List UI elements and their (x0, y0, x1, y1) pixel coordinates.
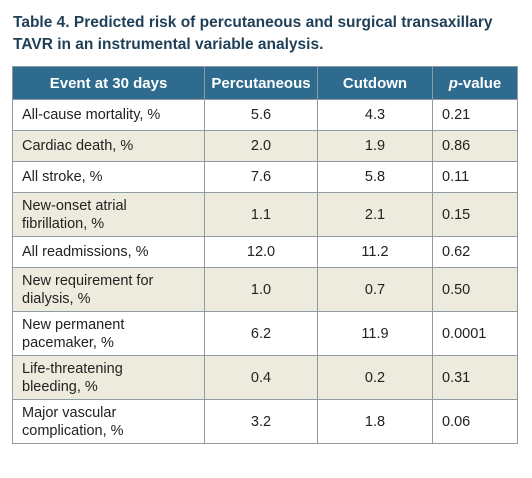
cell-event-line-2: complication, % (22, 422, 124, 439)
cell-cutdown: 11.2 (317, 236, 433, 268)
cell-event-line-2: dialysis, % (22, 290, 91, 307)
header-pvalue: p-value (432, 66, 518, 100)
header-pvalue-rest: -value (457, 74, 502, 92)
header-cutdown: Cutdown (317, 66, 433, 100)
table-row: Life-threatening bleeding, % 0.4 0.2 0.31 (12, 355, 518, 400)
cell-cutdown: 0.2 (317, 355, 433, 400)
cell-event-line-2: bleeding, % (22, 378, 98, 395)
cell-event-line-2: fibrillation, % (22, 215, 105, 232)
table-row: All-cause mortality, % 5.6 4.3 0.21 (12, 99, 518, 131)
table-row: All readmissions, % 12.0 11.2 0.62 (12, 236, 518, 268)
cell-event-line-1: Major vascular (22, 404, 117, 421)
table-row: New permanent pacemaker, % 6.2 11.9 0.000… (12, 311, 518, 356)
risk-table: Event at 30 days Percutaneous Cutdown p-… (12, 66, 518, 444)
cell-percutaneous: 5.6 (204, 99, 318, 131)
cell-pvalue: 0.06 (432, 399, 518, 444)
cell-event: All readmissions, % (12, 236, 205, 268)
caption-line-2: TAVR in an instrumental variable analysi… (13, 36, 324, 53)
cell-cutdown: 1.8 (317, 399, 433, 444)
cell-event-line-1: New requirement for (22, 272, 154, 289)
cell-event-line-1: Life-threatening (22, 360, 123, 377)
table-row: New requirement for dialysis, % 1.0 0.7 0… (12, 267, 518, 312)
cell-event: Life-threatening bleeding, % (12, 355, 205, 400)
cell-pvalue: 0.62 (432, 236, 518, 268)
cell-cutdown: 2.1 (317, 192, 433, 237)
cell-percutaneous: 1.0 (204, 267, 318, 312)
cell-event: All stroke, % (12, 161, 205, 193)
table-caption: Table 4. Predicted risk of percutaneous … (13, 12, 523, 56)
cell-pvalue: 0.11 (432, 161, 518, 193)
cell-event-line-1: New-onset atrial (22, 197, 127, 214)
cell-event: New-onset atrial fibrillation, % (12, 192, 205, 237)
cell-event: All-cause mortality, % (12, 99, 205, 131)
caption-line-1: Table 4. Predicted risk of percutaneous … (13, 14, 493, 31)
header-pvalue-italic: p (448, 74, 458, 92)
cell-percutaneous: 3.2 (204, 399, 318, 444)
cell-cutdown: 4.3 (317, 99, 433, 131)
cell-cutdown: 5.8 (317, 161, 433, 193)
header-percutaneous: Percutaneous (204, 66, 318, 100)
cell-pvalue: 0.0001 (432, 311, 518, 356)
table-row: All stroke, % 7.6 5.8 0.11 (12, 161, 518, 193)
cell-percutaneous: 12.0 (204, 236, 318, 268)
cell-pvalue: 0.31 (432, 355, 518, 400)
header-event: Event at 30 days (12, 66, 205, 100)
table-row: New-onset atrial fibrillation, % 1.1 2.1 … (12, 192, 518, 237)
cell-pvalue: 0.15 (432, 192, 518, 237)
cell-event-line-2: pacemaker, % (22, 334, 114, 351)
cell-percutaneous: 0.4 (204, 355, 318, 400)
cell-event: Major vascular complication, % (12, 399, 205, 444)
cell-pvalue: 0.50 (432, 267, 518, 312)
cell-percutaneous: 1.1 (204, 192, 318, 237)
table-row: Cardiac death, % 2.0 1.9 0.86 (12, 130, 518, 162)
cell-cutdown: 0.7 (317, 267, 433, 312)
cell-percutaneous: 2.0 (204, 130, 318, 162)
cell-cutdown: 11.9 (317, 311, 433, 356)
cell-event: New permanent pacemaker, % (12, 311, 205, 356)
table-row: Major vascular complication, % 3.2 1.8 0.… (12, 399, 518, 444)
cell-event: New requirement for dialysis, % (12, 267, 205, 312)
cell-percutaneous: 7.6 (204, 161, 318, 193)
cell-event-line-1: New permanent (22, 316, 125, 333)
cell-pvalue: 0.21 (432, 99, 518, 131)
table-header-row: Event at 30 days Percutaneous Cutdown p-… (12, 66, 518, 100)
cell-percutaneous: 6.2 (204, 311, 318, 356)
cell-event: Cardiac death, % (12, 130, 205, 162)
cell-cutdown: 1.9 (317, 130, 433, 162)
cell-pvalue: 0.86 (432, 130, 518, 162)
